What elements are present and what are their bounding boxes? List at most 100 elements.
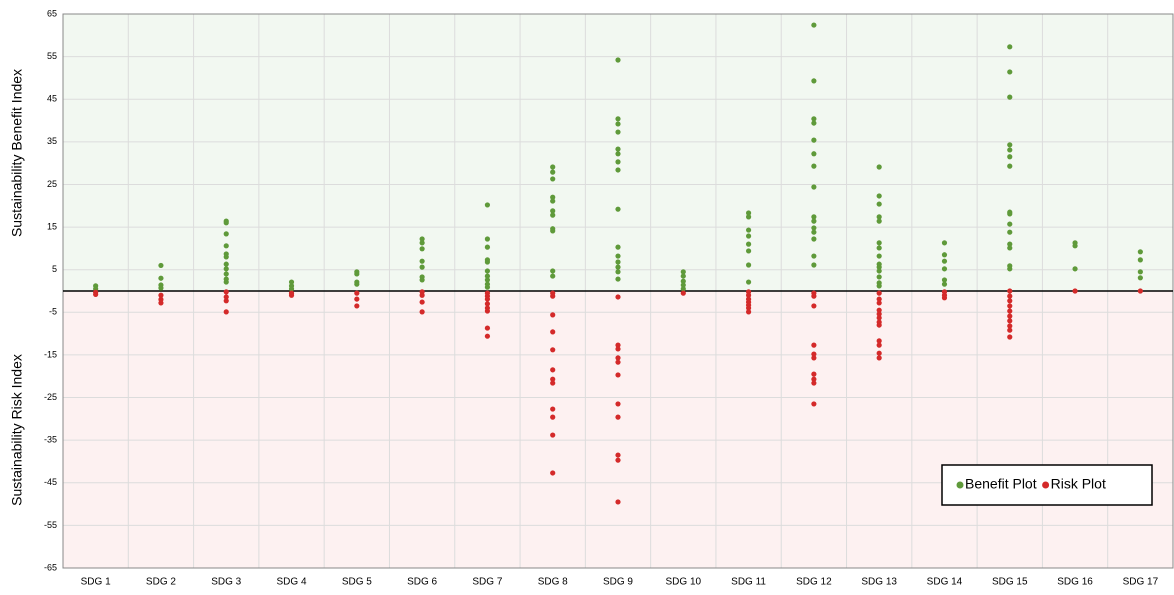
data-point [1137, 275, 1143, 281]
data-point [484, 301, 491, 307]
data-point [876, 290, 882, 296]
data-point [1007, 327, 1013, 333]
data-point [680, 278, 686, 284]
data-point [811, 151, 817, 157]
data-point [419, 236, 425, 242]
data-point [876, 201, 882, 207]
data-point [745, 292, 752, 298]
data-point [419, 258, 425, 264]
data-point [680, 269, 686, 275]
data-point [615, 372, 621, 378]
data-point [550, 367, 556, 373]
x-tick-label: SDG 16 [1057, 577, 1093, 588]
data-point [354, 296, 360, 302]
data-point [811, 342, 817, 348]
y-tick-label: 25 [47, 179, 57, 189]
data-point [484, 296, 491, 302]
y-tick-label: -25 [44, 392, 57, 402]
data-point [811, 229, 817, 235]
data-point [615, 499, 621, 505]
data-point [550, 414, 556, 420]
y-tick-label: 65 [47, 8, 57, 18]
data-point [223, 271, 229, 277]
data-point [223, 254, 229, 260]
data-point [1007, 229, 1013, 235]
data-point [876, 296, 882, 302]
data-point [615, 452, 621, 458]
data-point [615, 457, 621, 463]
data-point [811, 262, 817, 268]
legend-marker [1042, 481, 1050, 489]
y-label-top: Sustainability Benefit Index [9, 69, 25, 237]
data-point [876, 283, 882, 289]
data-point [1007, 154, 1013, 160]
data-point [745, 262, 752, 268]
data-point [419, 292, 425, 298]
data-point [876, 307, 882, 313]
data-point [615, 129, 621, 135]
data-point [876, 253, 882, 259]
risk-zone [63, 291, 1173, 568]
data-point [615, 346, 621, 352]
data-point [550, 432, 556, 438]
data-point [419, 240, 425, 246]
data-point [1007, 334, 1013, 340]
data-point [615, 401, 621, 407]
data-point [1137, 257, 1143, 263]
data-point [615, 359, 621, 365]
data-point [811, 355, 817, 361]
data-point [550, 198, 556, 204]
data-point [223, 261, 229, 267]
data-point [484, 277, 491, 283]
data-point [876, 268, 882, 274]
data-point [1007, 142, 1013, 148]
x-tick-label: SDG 12 [796, 577, 832, 588]
data-point [419, 299, 425, 305]
x-tick-label: SDG 10 [666, 577, 702, 588]
y-tick-label: -65 [44, 562, 57, 572]
x-tick-label: SDG 5 [342, 577, 372, 588]
data-point [550, 164, 556, 170]
y-tick-label: -35 [44, 435, 57, 445]
data-point [745, 210, 752, 216]
legend: Benefit Plot Risk Plot [941, 464, 1153, 506]
data-point [484, 244, 491, 250]
y-label-bottom: Sustainability Risk Index [9, 354, 25, 506]
y-tick-label: -15 [44, 349, 57, 359]
data-point [811, 78, 817, 84]
data-point [1007, 245, 1013, 251]
data-point [419, 264, 425, 270]
data-point [1007, 69, 1013, 75]
data-point [419, 277, 425, 283]
data-point [1007, 163, 1013, 169]
data-point [615, 121, 621, 127]
x-tick-label: SDG 4 [277, 577, 307, 588]
data-point [680, 290, 686, 296]
data-point [876, 342, 882, 348]
data-point [615, 57, 621, 63]
x-tick-label: SDG 14 [927, 577, 963, 588]
data-point [811, 253, 817, 259]
data-point [1007, 147, 1013, 153]
data-point [550, 293, 556, 299]
data-point [288, 279, 295, 285]
data-point [1007, 323, 1013, 329]
data-point [615, 269, 621, 275]
data-point [223, 220, 229, 226]
data-point [745, 214, 752, 220]
data-point [745, 233, 752, 239]
data-point [1072, 243, 1078, 249]
y-tick-label: 35 [47, 136, 57, 146]
data-point [876, 274, 882, 280]
y-tick-label: -55 [44, 520, 57, 530]
data-point [876, 311, 882, 317]
data-point [811, 218, 817, 224]
data-point [550, 329, 556, 335]
data-point [1007, 94, 1013, 100]
data-point [811, 225, 817, 231]
data-point [811, 401, 817, 407]
y-tick-label: 55 [47, 51, 57, 61]
data-point [876, 214, 882, 220]
data-point [550, 208, 556, 214]
